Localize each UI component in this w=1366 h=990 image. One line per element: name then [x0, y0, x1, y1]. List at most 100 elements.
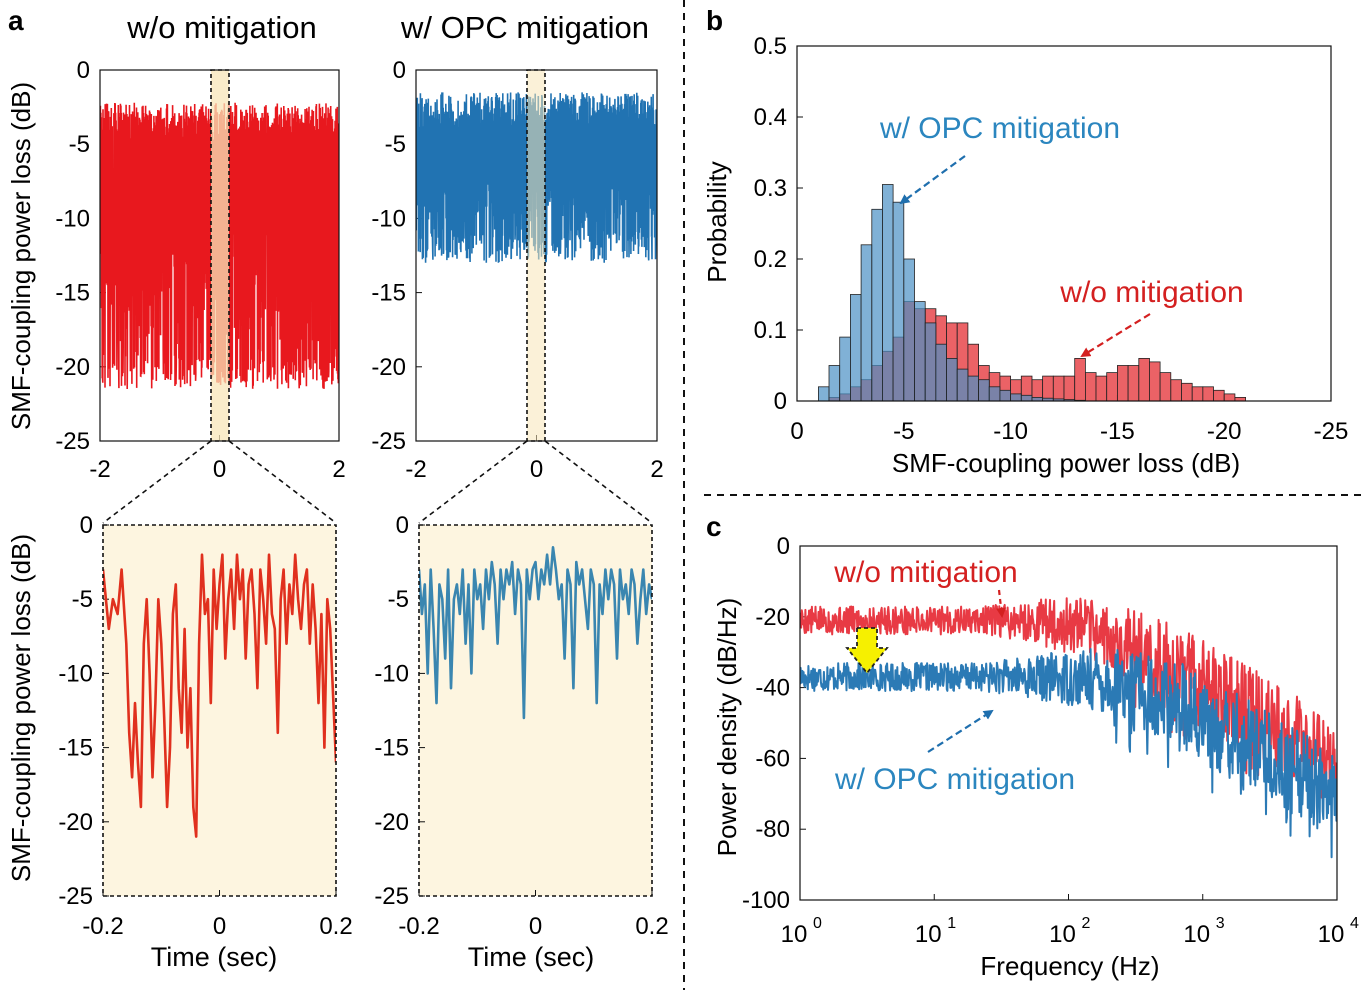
bar-wo-mitigation [1063, 375, 1076, 402]
y-tick-label: -25 [58, 883, 93, 910]
bar-opc-mitigation [914, 301, 926, 402]
y-tick-label: -10 [374, 660, 409, 687]
x-tick-label: 10 [915, 921, 942, 948]
x-tick-label: -2 [89, 456, 110, 483]
bar-wo-mitigation [1170, 379, 1182, 402]
bar-wo-mitigation [1181, 382, 1193, 402]
plot-frame [415, 69, 658, 442]
chart-b-histogram: Probability SMF-coupling power loss (dB)… [702, 33, 1348, 478]
y-tick-label: 0.2 [754, 246, 787, 273]
highlight-window [210, 69, 230, 442]
x-tick-label: 0 [213, 456, 226, 483]
y-tick-label: -20 [755, 604, 790, 631]
y-axis-label: Power density (dB/Hz) [712, 598, 742, 857]
annotation-wo: w/o mitigation [833, 556, 1017, 589]
y-tick-label: -25 [55, 428, 90, 455]
plot-frame [796, 45, 1332, 402]
bar-wo-mitigation [1202, 386, 1214, 402]
bar-opc-mitigation [924, 322, 937, 402]
bar-opc-mitigation [1010, 393, 1022, 402]
y-tick-label: 0 [396, 512, 409, 539]
panel-label-a: a [8, 5, 24, 36]
x-tick-label: 10 [1318, 921, 1345, 948]
annotation-wo: w/o mitigation [1059, 276, 1243, 309]
bar-opc-mitigation [999, 389, 1012, 402]
plot-frame [99, 69, 340, 442]
bar-opc-mitigation [882, 184, 894, 402]
y-tick-label: 0 [80, 512, 93, 539]
bar-opc-mitigation [818, 386, 830, 402]
x-tick-label: 0 [213, 913, 226, 940]
bar-opc-mitigation [903, 258, 915, 402]
bar-opc-mitigation [892, 201, 905, 402]
bar-wo-mitigation [1191, 386, 1204, 402]
chart-a-bottom-right: 0 -5 -10 -15 -20 -25 -0.2 0 0.2 Time (sec) [374, 512, 668, 972]
y-tick-label: 0 [77, 57, 90, 84]
y-axis-label: SMF-coupling power loss (dB) [6, 82, 36, 430]
bar-wo-mitigation [1213, 389, 1225, 402]
y-tick-label: -15 [374, 735, 409, 762]
bar-opc-mitigation [839, 336, 851, 402]
y-tick-label: -20 [58, 809, 93, 836]
chart-title: w/ OPC mitigation [400, 10, 649, 45]
y-tick-label: -5 [385, 131, 406, 158]
zoom-background [419, 525, 652, 896]
x-axis-label: SMF-coupling power loss (dB) [892, 448, 1240, 478]
y-tick-label: -5 [69, 131, 90, 158]
y-tick-label: -25 [374, 883, 409, 910]
y-tick-label: -60 [755, 745, 790, 772]
bar-wo-mitigation [1117, 365, 1129, 402]
x-tick-label: -10 [993, 418, 1028, 445]
bar-opc-mitigation [860, 244, 873, 402]
chart-c-psd: Power density (dB/Hz) Frequency (Hz) 0 -2… [712, 533, 1359, 981]
x-axis-label: Frequency (Hz) [980, 951, 1159, 981]
chart-title: w/o mitigation [126, 10, 317, 45]
x-tick-label: -0.2 [398, 913, 439, 940]
chart-a-bottom-left: SMF-coupling power loss (dB) 0 -5 -10 -15 -2… [6, 512, 353, 972]
annotation-arrow-opc [927, 709, 994, 753]
series-line [419, 545, 652, 720]
x-tick-label: 0 [529, 913, 542, 940]
x-axis-label: Time (sec) [151, 942, 278, 972]
bar-wo-mitigation [1149, 361, 1161, 402]
x-tick-label: 2 [332, 456, 345, 483]
x-tick-label: -2 [405, 456, 426, 483]
bar-wo-mitigation [1127, 365, 1140, 402]
y-tick-label: -10 [371, 205, 406, 232]
bar-opc-mitigation [850, 294, 862, 402]
bar-wo-mitigation [1085, 372, 1097, 402]
y-tick-label: -40 [755, 675, 790, 702]
annotation-opc: w/ OPC mitigation [834, 763, 1075, 796]
y-tick-label: -10 [55, 205, 90, 232]
x-tick-label: -15 [1100, 418, 1135, 445]
bar-opc-mitigation [988, 386, 1001, 402]
series-line [800, 597, 1337, 799]
bar-opc-mitigation [828, 365, 841, 402]
y-tick-label: 0.1 [754, 317, 787, 344]
bar-opc-mitigation [956, 368, 969, 402]
y-axis-label: SMF-coupling power loss (dB) [6, 534, 36, 882]
y-tick-label: -20 [55, 354, 90, 381]
bar-wo-mitigation [1042, 375, 1054, 402]
y-tick-label: -10 [58, 660, 93, 687]
y-tick-label: 0.5 [754, 33, 787, 60]
x-tick-label: 2 [650, 456, 663, 483]
bar-opc-mitigation [1020, 394, 1033, 402]
y-tick-label: -5 [72, 586, 93, 613]
bar-wo-mitigation [1223, 393, 1236, 402]
y-tick-label: 0 [777, 533, 790, 560]
series-line [800, 648, 1337, 859]
y-tick-label: 0 [393, 57, 406, 84]
y-tick-label: -20 [371, 354, 406, 381]
x-tick-label: -5 [893, 418, 914, 445]
bar-wo-mitigation [1052, 375, 1065, 402]
highlight-window [526, 69, 546, 442]
x-tick-label: 0.2 [635, 913, 668, 940]
panel-label-b: b [706, 5, 723, 36]
x-tick-exponent: 0 [813, 915, 822, 932]
bar-wo-mitigation [1159, 372, 1172, 402]
y-tick-label: -100 [742, 887, 790, 914]
y-tick-label: -5 [388, 586, 409, 613]
y-tick-label: -80 [755, 816, 790, 843]
